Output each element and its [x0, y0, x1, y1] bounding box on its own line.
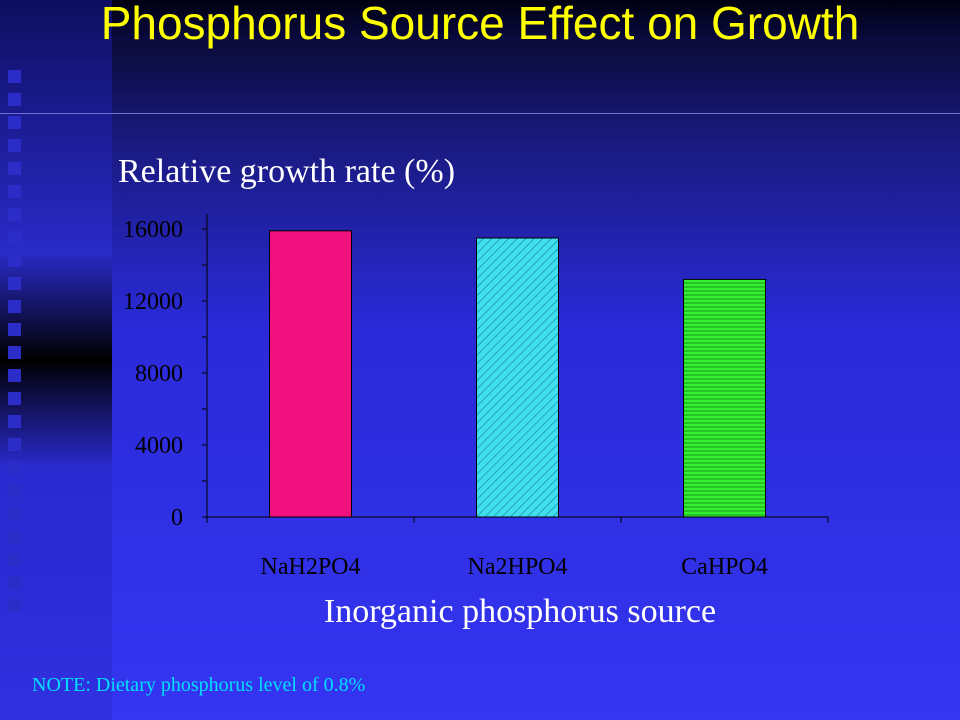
bar-na2hpo4 — [476, 237, 559, 518]
y-axis-label: Relative growth rate (%) — [118, 153, 456, 190]
y-tick-label: 16000 — [123, 217, 183, 243]
y-tick-label: 8000 — [135, 361, 183, 387]
x-tick-label: CaHPO4 — [681, 554, 768, 580]
bar-cahpo4 — [683, 278, 766, 518]
x-tick-label: Na2HPO4 — [468, 554, 568, 580]
bar-nah2po4 — [269, 230, 352, 518]
square-bullets-decor — [8, 70, 26, 622]
y-tick-label: 4000 — [135, 433, 183, 459]
top-decor-band — [112, 0, 960, 40]
y-tick-label: 0 — [171, 505, 183, 531]
x-axis-label: Inorganic phosphorus source — [323, 593, 717, 630]
y-tick-label: 12000 — [123, 289, 183, 315]
footnote: NOTE: Dietary phosphorus level of 0.8% — [32, 674, 366, 696]
slide-title: Phosphorus Source Effect on Growth — [100, 0, 860, 49]
title-divider — [0, 113, 960, 114]
x-tick-label: NaH2PO4 — [261, 554, 361, 580]
